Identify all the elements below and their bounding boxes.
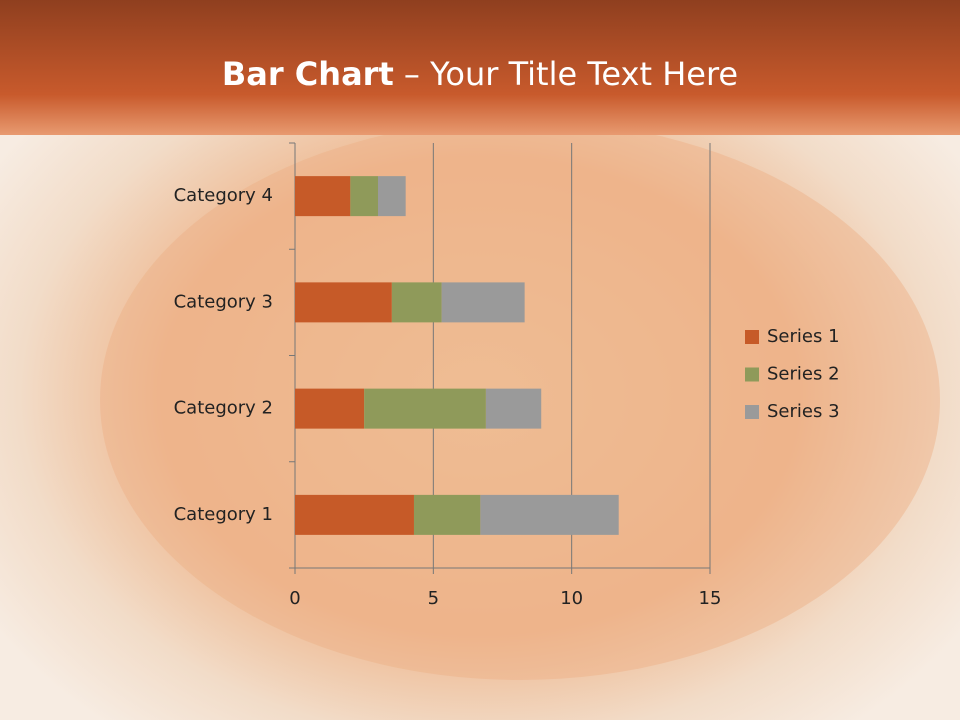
bar-segment: [378, 176, 406, 217]
bar-segment: [295, 494, 414, 535]
title-rest: – Your Title Text Here: [394, 55, 738, 93]
x-tick-label: 10: [560, 588, 583, 609]
y-tick-label: Category 4: [174, 185, 273, 206]
header-band: [0, 0, 960, 135]
y-tick-label: Category 1: [174, 504, 273, 525]
bar-segment: [441, 282, 525, 323]
x-tick-label: 5: [428, 588, 439, 609]
legend-label: Series 1: [767, 326, 840, 347]
bar-segment: [295, 176, 351, 217]
bar-segment: [364, 388, 486, 429]
legend-swatch: [745, 405, 759, 419]
bar-segment: [350, 176, 378, 217]
legend-label: Series 3: [767, 401, 840, 422]
bar-segment: [295, 282, 392, 323]
bar-segment: [485, 388, 542, 429]
chart-title: Bar Chart – Your Title Text Here: [222, 55, 738, 93]
bar-segment: [413, 494, 481, 535]
bar-segment: [391, 282, 442, 323]
legend-label: Series 2: [767, 364, 840, 385]
x-tick-label: 15: [699, 588, 722, 609]
bar-segment: [295, 388, 365, 429]
title-bold: Bar Chart: [222, 55, 394, 93]
y-tick-label: Category 3: [174, 291, 273, 312]
x-tick-label: 0: [289, 588, 300, 609]
legend-swatch: [745, 367, 759, 382]
legend-swatch: [745, 330, 759, 344]
bar-segment: [480, 494, 619, 535]
y-tick-label: Category 2: [174, 398, 273, 419]
